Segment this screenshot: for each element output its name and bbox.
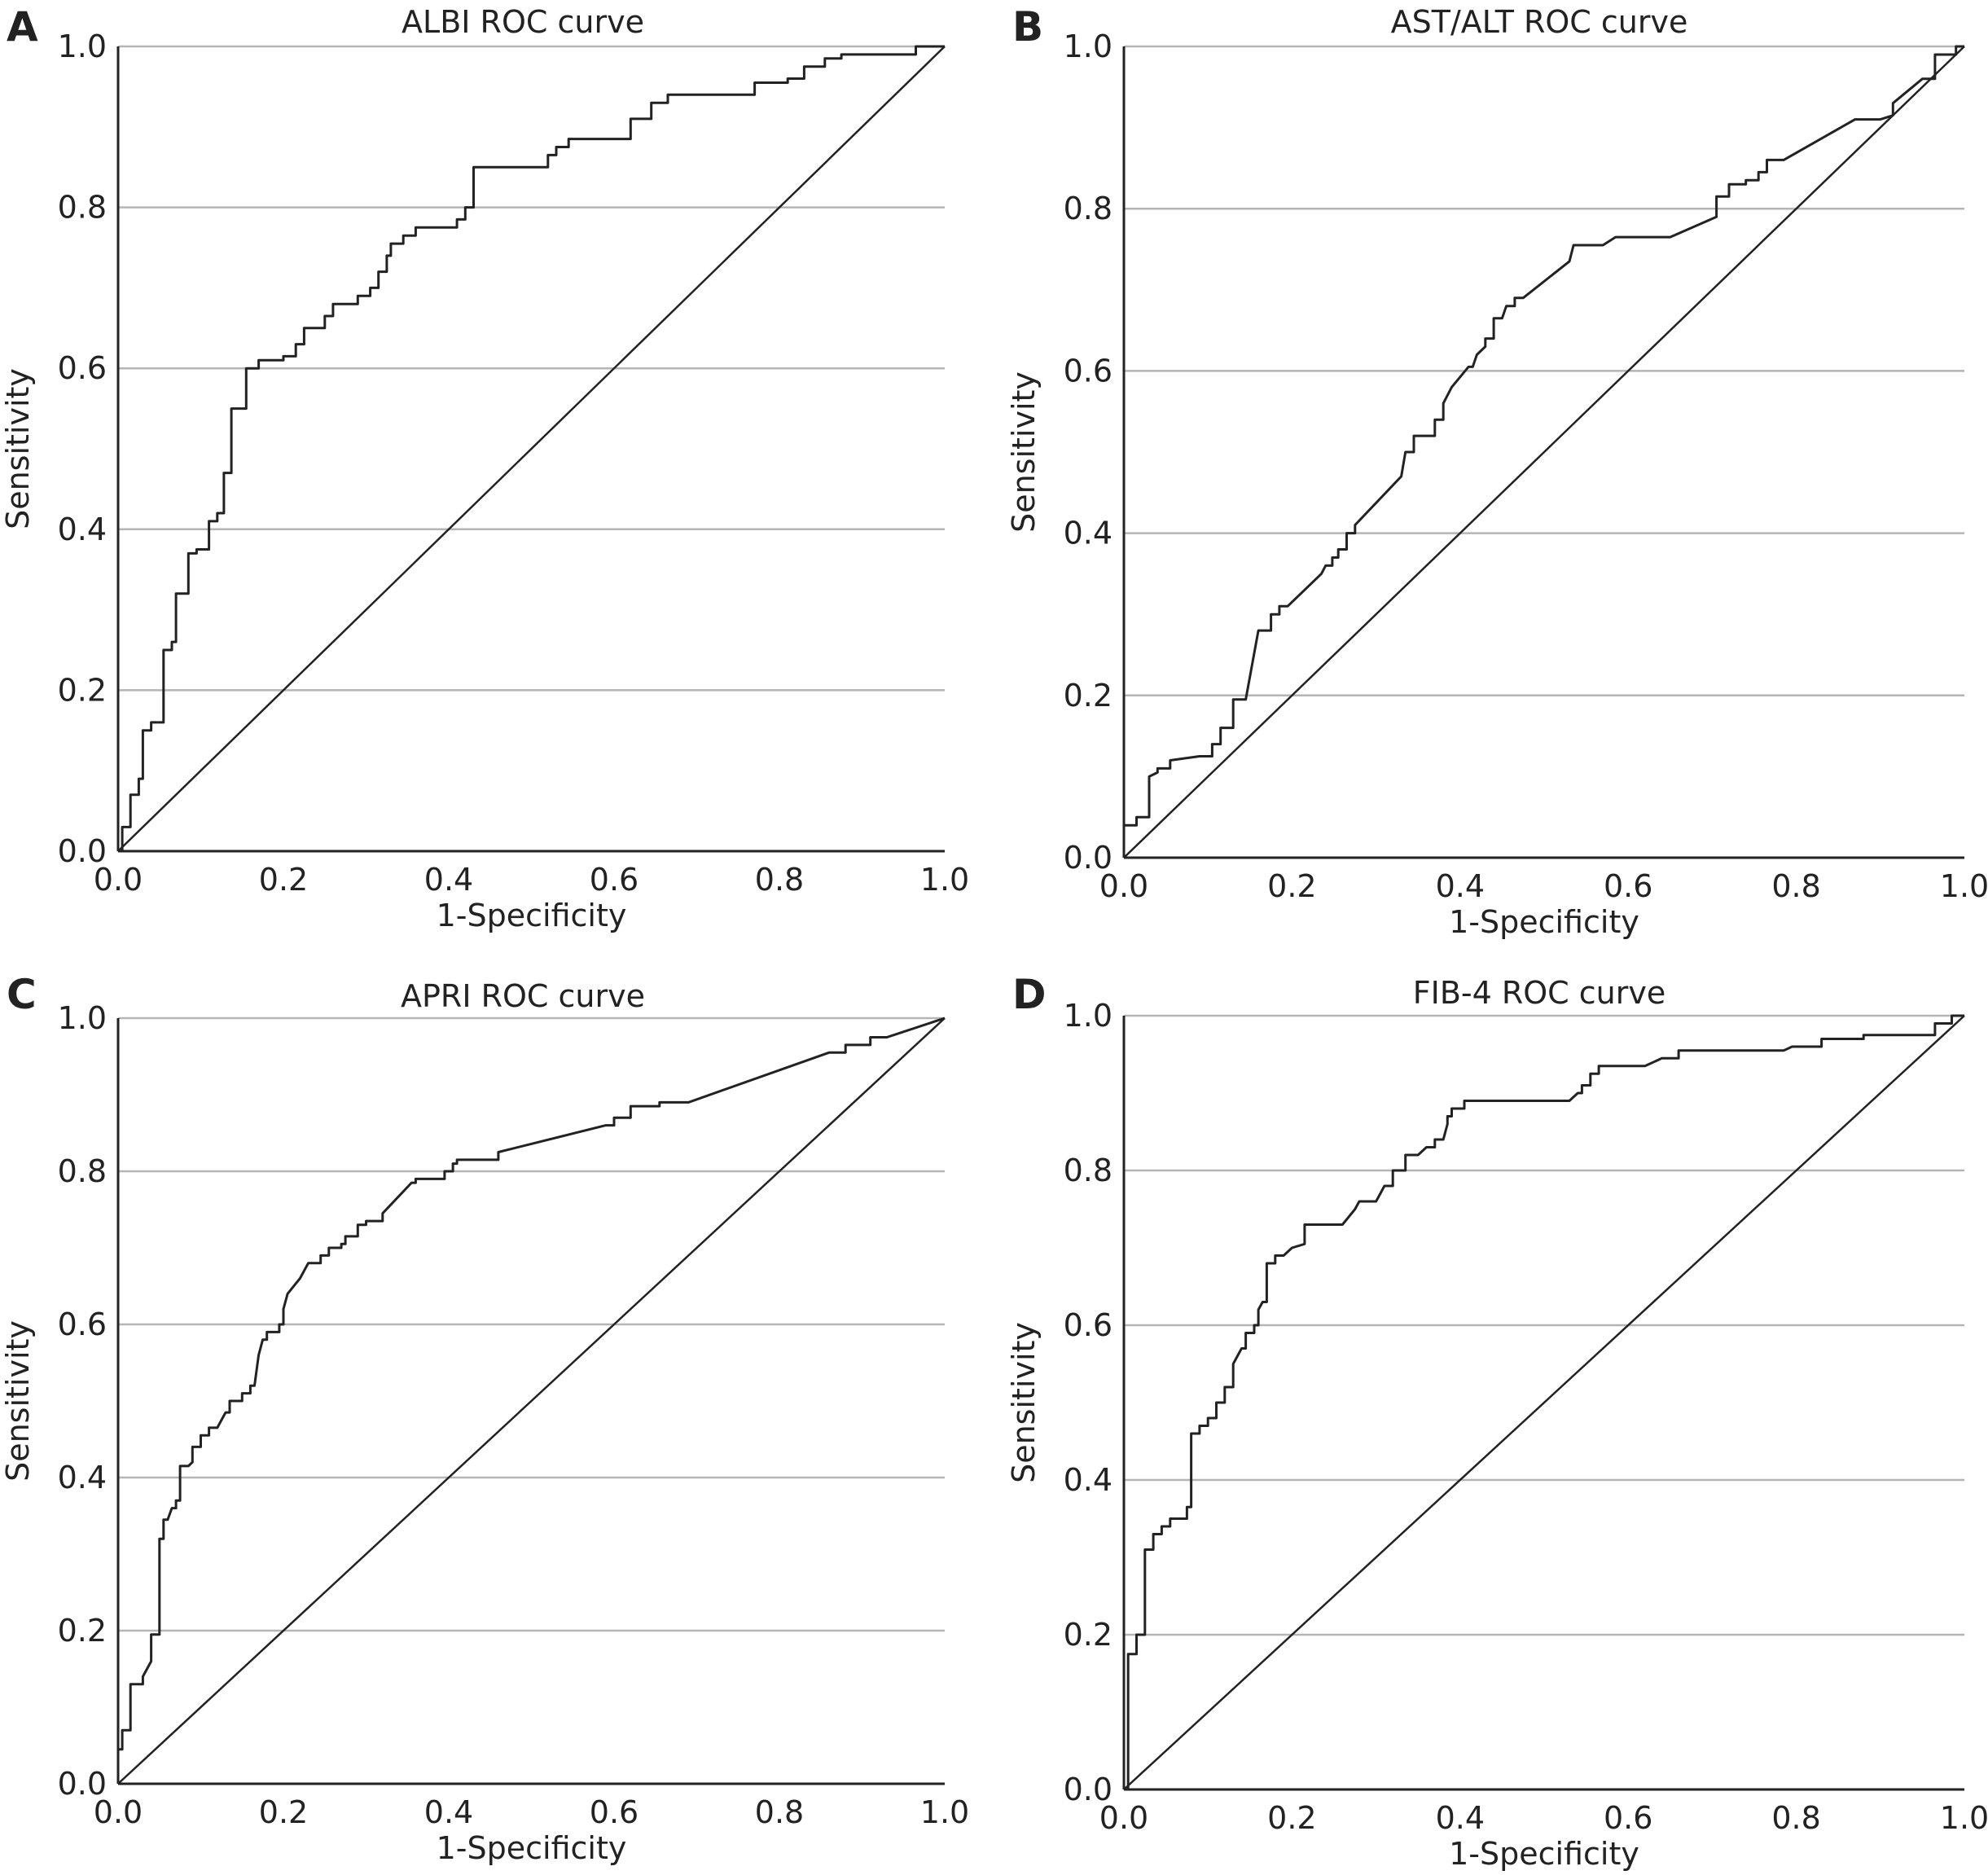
y-tick-label: 0.2 bbox=[1064, 678, 1112, 714]
panel-letter: A bbox=[7, 3, 38, 50]
y-tick-label: 0.4 bbox=[58, 1460, 107, 1495]
x-tick-label: 0.8 bbox=[1771, 1800, 1820, 1836]
x-tick-label: 1.0 bbox=[920, 1794, 969, 1830]
y-tick-label: 0.6 bbox=[1064, 1307, 1112, 1343]
y-tick-label: 1.0 bbox=[58, 1000, 107, 1036]
reference-line bbox=[117, 1017, 946, 1785]
x-tick-label: 0.2 bbox=[1267, 1800, 1316, 1836]
y-tick-label: 0.8 bbox=[58, 190, 107, 226]
roc-curve-line bbox=[118, 45, 945, 853]
roc-panel-a: A ALBI ROC curve 0.0 0.2 0.4 0.6 0.8 1.0 0.0 0.2 0… bbox=[0, 3, 969, 933]
x-tick-label: 1.0 bbox=[1940, 1800, 1988, 1836]
y-tick-label: 0.2 bbox=[58, 1613, 107, 1649]
reference-line bbox=[1123, 46, 1965, 858]
x-axis-label: 1-Specificity bbox=[1449, 1836, 1639, 1872]
x-axis-label: 1-Specificity bbox=[437, 898, 627, 933]
x-tick-label: 0.4 bbox=[424, 1794, 473, 1830]
y-tick-label: 0.0 bbox=[1064, 840, 1112, 876]
x-tick-label: 0.8 bbox=[755, 1794, 804, 1830]
y-axis-label: Sensitivity bbox=[0, 1320, 36, 1482]
y-tick-label: 0.8 bbox=[58, 1153, 107, 1189]
chart-title: APRI ROC curve bbox=[401, 978, 645, 1014]
roc-curve-line bbox=[1124, 1014, 1964, 1791]
x-tick-label: 0.2 bbox=[259, 1794, 308, 1830]
panel-letter: D bbox=[1012, 971, 1047, 1018]
y-tick-label: 0.0 bbox=[58, 833, 107, 869]
x-tick-label: 0.4 bbox=[1436, 868, 1485, 904]
reference-line bbox=[117, 46, 946, 852]
y-tick-label: 1.0 bbox=[58, 29, 107, 64]
y-tick-label: 0.6 bbox=[58, 350, 107, 386]
x-tick-label: 0.6 bbox=[590, 1794, 639, 1830]
y-tick-label: 0.2 bbox=[58, 672, 107, 708]
y-tick-label: 1.0 bbox=[1064, 29, 1112, 64]
y-tick-label: 0.8 bbox=[1064, 191, 1112, 226]
x-axis-label: 1-Specificity bbox=[1449, 904, 1639, 940]
y-tick-label: 0.4 bbox=[1064, 1462, 1112, 1498]
x-tick-label: 0.8 bbox=[755, 862, 804, 898]
y-tick-label: 0.0 bbox=[1064, 1772, 1112, 1807]
y-tick-label: 0.6 bbox=[1064, 353, 1112, 389]
roc-panel-d: D FIB-4 ROC curve 0.0 0.2 0.4 0.6 0.8 1.0 0.0 0.2… bbox=[1006, 971, 1988, 1872]
x-tick-label: 0.6 bbox=[590, 862, 639, 898]
x-tick-label: 1.0 bbox=[1940, 868, 1988, 904]
roc-panel-b: B AST/ALT ROC curve 0.0 0.2 0.4 0.6 0.8 1.0 0.0 0… bbox=[1006, 3, 1988, 940]
x-tick-label: 0.0 bbox=[1099, 868, 1148, 904]
x-tick-label: 0.4 bbox=[1436, 1800, 1485, 1836]
x-tick-label: 0.0 bbox=[94, 862, 143, 898]
x-tick-label: 0.6 bbox=[1604, 1800, 1652, 1836]
x-tick-label: 0.0 bbox=[1099, 1800, 1148, 1836]
roc-curve-line bbox=[1122, 45, 1964, 858]
y-tick-label: 1.0 bbox=[1064, 998, 1112, 1034]
x-tick-label: 0.2 bbox=[1267, 868, 1316, 904]
panel-letter: C bbox=[7, 971, 37, 1018]
y-tick-label: 0.4 bbox=[58, 512, 107, 547]
x-tick-label: 1.0 bbox=[920, 862, 969, 898]
x-axis-label: 1-Specificity bbox=[437, 1830, 627, 1866]
reference-line bbox=[1123, 1015, 1965, 1790]
x-tick-label: 0.0 bbox=[94, 1794, 143, 1830]
y-axis-label: Sensitivity bbox=[1006, 371, 1042, 533]
roc-curve-line bbox=[118, 1017, 946, 1751]
y-tick-label: 0.8 bbox=[1064, 1153, 1112, 1188]
x-tick-label: 0.4 bbox=[424, 862, 473, 898]
roc-panel-c: C APRI ROC curve 0.0 0.2 0.4 0.6 0.8 1.0 0.0 0.2 0… bbox=[0, 971, 969, 1866]
y-axis-label: Sensitivity bbox=[0, 368, 36, 529]
y-tick-label: 0.6 bbox=[58, 1306, 107, 1342]
x-tick-label: 0.6 bbox=[1604, 868, 1652, 904]
panel-letter: B bbox=[1012, 3, 1043, 50]
y-axis-label: Sensitivity bbox=[1006, 1322, 1042, 1483]
y-tick-label: 0.4 bbox=[1064, 516, 1112, 551]
x-tick-label: 0.2 bbox=[259, 862, 308, 898]
y-tick-label: 0.2 bbox=[1064, 1617, 1112, 1653]
x-tick-label: 0.8 bbox=[1771, 868, 1820, 904]
chart-title: ALBI ROC curve bbox=[402, 4, 644, 40]
chart-title: AST/ALT ROC curve bbox=[1391, 4, 1688, 40]
chart-title: FIB-4 ROC curve bbox=[1413, 975, 1666, 1011]
y-tick-label: 0.0 bbox=[58, 1766, 107, 1802]
